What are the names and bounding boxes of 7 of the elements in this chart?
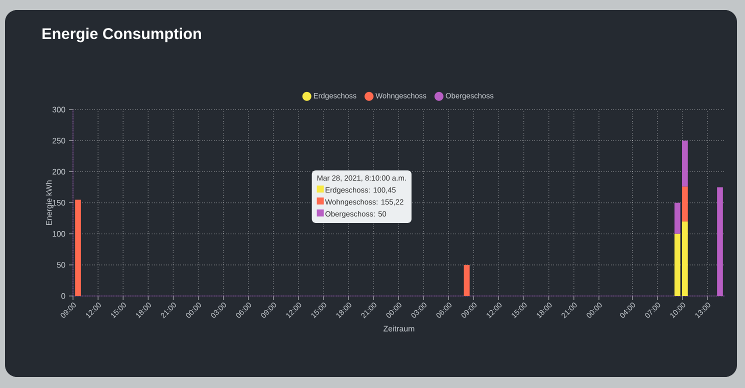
bar: [464, 264, 470, 296]
bar: [674, 202, 680, 234]
bar: [717, 187, 723, 296]
chart-title: Energie Consumption: [42, 28, 201, 42]
bar: [682, 186, 688, 222]
bar: [75, 200, 81, 296]
bar: [682, 140, 688, 187]
